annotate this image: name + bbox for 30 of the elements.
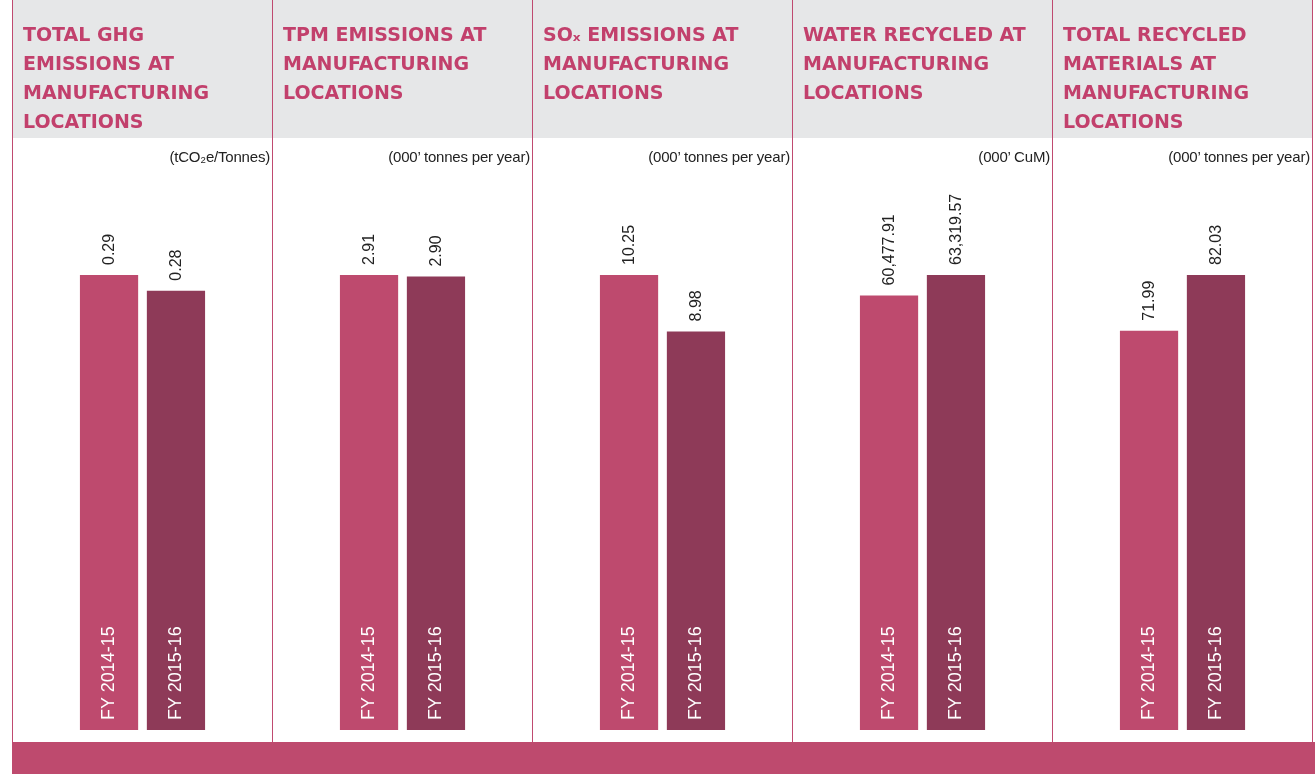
data-label: 0.28 bbox=[166, 249, 184, 281]
data-label: 8.98 bbox=[686, 290, 704, 322]
x-tick-label: FY 2015-16 bbox=[424, 626, 445, 720]
x-tick-label: FY 2014-15 bbox=[358, 626, 379, 720]
x-tick-label: FY 2015-16 bbox=[684, 626, 705, 720]
data-label: 71.99 bbox=[1140, 280, 1158, 321]
data-label: 63,319.57 bbox=[946, 193, 964, 265]
x-tick-label: FY 2014-15 bbox=[618, 626, 639, 720]
chart-subtitle: (tCO₂e/Tonnes) bbox=[168, 147, 271, 167]
data-label: 2.90 bbox=[426, 235, 444, 267]
chart-subtitle: (000’ tonnes per year) bbox=[1167, 147, 1311, 167]
x-tick-label: FY 2014-15 bbox=[878, 626, 899, 720]
x-tick-label: FY 2014-15 bbox=[1138, 626, 1159, 720]
data-label: 10.25 bbox=[620, 224, 638, 265]
x-tick-label: FY 2015-16 bbox=[944, 626, 965, 720]
chart-subtitle: (000’ tonnes per year) bbox=[387, 147, 531, 167]
chart-title: TOTAL RECYCLED MATERIALS AT MANUFACTURING LOCATIONS bbox=[1053, 0, 1312, 138]
chart-title: WATER RECYCLED AT MANUFACTURING LOCATIONS bbox=[793, 0, 1052, 138]
chart-title: SOₓ EMISSIONS AT MANUFACTURING LOCATIONS bbox=[533, 0, 792, 138]
chart-subtitle: (000’ tonnes per year) bbox=[647, 147, 791, 167]
data-label: 2.91 bbox=[360, 233, 378, 265]
x-tick-label: FY 2015-16 bbox=[1204, 626, 1225, 720]
data-label: 82.03 bbox=[1206, 224, 1224, 265]
chart-title: TOTAL GHG EMISSIONS AT MANUFACTURING LOCATIONS bbox=[13, 0, 272, 138]
x-tick-label: FY 2014-15 bbox=[98, 626, 119, 720]
data-label: 60,477.91 bbox=[880, 214, 898, 286]
chart-subtitle: (000’ CuM) bbox=[977, 147, 1051, 167]
chart-title: TPM EMISSIONS AT MANUFACTURING LOCATIONS bbox=[273, 0, 532, 138]
data-label: 0.29 bbox=[100, 233, 118, 265]
x-tick-label: FY 2015-16 bbox=[164, 626, 185, 720]
